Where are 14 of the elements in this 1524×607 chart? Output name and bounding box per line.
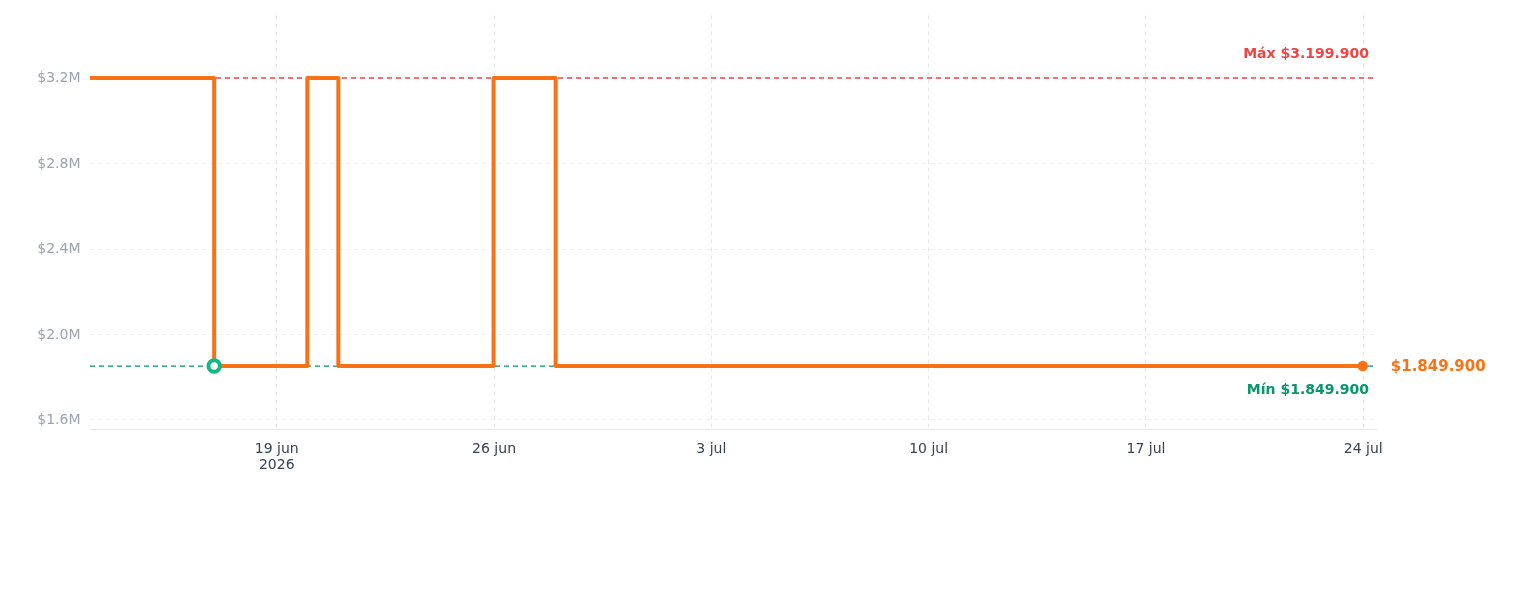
x-tick-label: 19 jun 2026 <box>254 439 299 472</box>
x-tick-label: 10 jul <box>909 439 949 456</box>
y-tick-label: $1.6M <box>37 410 81 427</box>
y-tick-label: $2.4M <box>37 240 81 257</box>
y-tick-label: $2.8M <box>37 154 81 171</box>
x-tick-label: 3 jul <box>696 439 727 456</box>
ref-line-label: Máx $3.199.900 <box>1243 44 1370 61</box>
ref-line-label: Mín $1.849.900 <box>1246 381 1370 398</box>
y-tick-label: $2.0M <box>37 325 81 342</box>
x-tick-label: 26 jun <box>472 439 517 456</box>
x-tick-label: 24 jul <box>1343 439 1383 456</box>
y-tick-label: $3.2M <box>37 69 81 86</box>
annotation: $1.849.900 <box>1390 357 1486 376</box>
x-tick-label: 17 jul <box>1126 439 1166 456</box>
